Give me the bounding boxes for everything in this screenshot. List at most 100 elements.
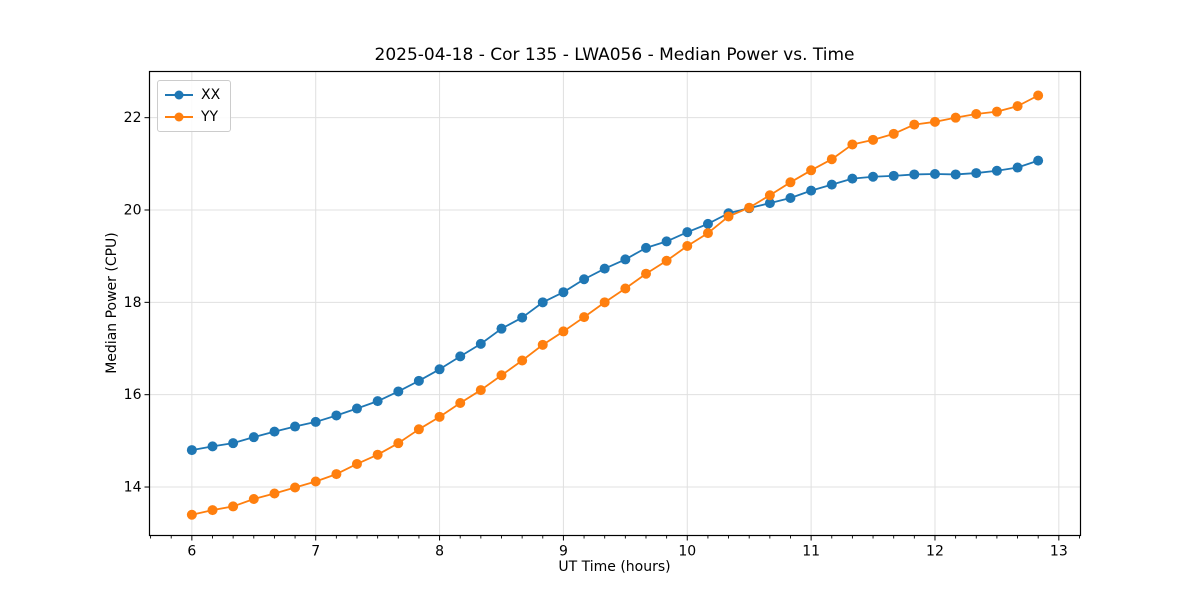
- data-point: [413, 375, 424, 386]
- data-point: [599, 263, 610, 274]
- data-point: [496, 370, 507, 381]
- data-point: [1033, 155, 1044, 166]
- data-point: [455, 397, 466, 408]
- data-point: [641, 268, 652, 279]
- data-point: [950, 169, 961, 180]
- data-point: [372, 396, 383, 407]
- x-axis-ticks: 6 7 8 9 10 11 12 13: [187, 535, 1068, 560]
- data-point: [248, 494, 259, 505]
- data-point: [434, 411, 445, 422]
- data-point: [764, 190, 775, 201]
- data-point: [723, 211, 734, 222]
- data-point: [331, 410, 342, 421]
- data-point: [909, 119, 920, 130]
- data-point: [269, 426, 280, 437]
- data-point: [351, 458, 362, 469]
- data-point: [909, 169, 920, 180]
- data-point: [641, 242, 652, 253]
- y-tick-label: 20: [124, 202, 142, 218]
- data-point: [290, 421, 301, 432]
- data-point: [702, 228, 713, 239]
- data-point: [682, 241, 693, 252]
- series-yy-markers: [186, 90, 1044, 520]
- data-point: [558, 326, 569, 337]
- data-point: [1012, 101, 1023, 112]
- data-point: [434, 364, 445, 375]
- data-point: [702, 218, 713, 229]
- data-point: [413, 424, 424, 435]
- data-point: [661, 236, 672, 247]
- data-point: [868, 171, 879, 182]
- data-point: [537, 297, 548, 308]
- legend-marker-yy-icon: [165, 112, 193, 122]
- data-point: [207, 505, 218, 516]
- data-point: [620, 254, 631, 265]
- data-point: [517, 355, 528, 366]
- x-tick-label: 6: [187, 544, 196, 560]
- data-point: [186, 445, 197, 456]
- y-tick-label: 18: [124, 295, 142, 311]
- data-point: [455, 351, 466, 362]
- data-point: [496, 323, 507, 334]
- series-xx-markers: [186, 155, 1044, 456]
- legend-item-yy: YY: [165, 108, 220, 126]
- legend-item-xx: XX: [165, 86, 220, 104]
- series-xx-line: [191, 159, 1039, 451]
- legend-dot-xx: [174, 90, 184, 100]
- data-point: [186, 509, 197, 520]
- legend: XX YY: [157, 80, 232, 132]
- data-point: [517, 312, 528, 323]
- data-point: [929, 168, 940, 179]
- data-point: [888, 128, 899, 139]
- y-tick-label: 22: [124, 110, 142, 126]
- data-point: [351, 403, 362, 414]
- data-point: [1033, 90, 1044, 101]
- x-tick-label: 11: [802, 544, 820, 560]
- data-point: [331, 469, 342, 480]
- data-point: [310, 476, 321, 487]
- data-point: [228, 438, 239, 449]
- data-point: [228, 501, 239, 512]
- y-tick-label: 16: [124, 387, 142, 403]
- legend-label-xx: XX: [201, 87, 221, 103]
- data-point: [475, 385, 486, 396]
- data-point: [868, 134, 879, 145]
- x-minor-ticks: [150, 535, 1080, 539]
- data-point: [929, 116, 940, 127]
- data-point: [785, 177, 796, 188]
- data-point: [269, 488, 280, 499]
- data-point: [248, 432, 259, 443]
- series-yy-line: [191, 94, 1039, 516]
- y-axis-label: Median Power (CPU): [104, 232, 120, 374]
- data-point: [764, 198, 775, 209]
- data-point: [682, 227, 693, 238]
- data-point: [888, 170, 899, 181]
- x-tick-label: 7: [311, 544, 320, 560]
- data-point: [1012, 162, 1023, 173]
- data-point: [991, 106, 1002, 117]
- data-point: [991, 165, 1002, 176]
- data-point: [579, 312, 590, 323]
- y-axis-ticks: 14 16 18 20 22: [124, 110, 150, 496]
- data-point: [393, 438, 404, 449]
- data-point: [599, 297, 610, 308]
- x-tick-label: 9: [559, 544, 568, 560]
- data-point: [744, 202, 755, 213]
- data-point: [620, 283, 631, 294]
- data-point: [372, 449, 383, 460]
- data-point: [806, 165, 817, 176]
- legend-label-yy: YY: [201, 109, 219, 125]
- data-point: [971, 168, 982, 179]
- legend-dot-yy: [174, 112, 184, 122]
- data-point: [785, 193, 796, 204]
- grid: [149, 71, 1081, 536]
- data-point: [310, 416, 321, 427]
- data-point: [393, 386, 404, 397]
- data-point: [950, 112, 961, 123]
- data-point: [537, 339, 548, 350]
- data-point: [579, 274, 590, 285]
- x-axis-label: UT Time (hours): [558, 559, 671, 575]
- data-point: [826, 154, 837, 165]
